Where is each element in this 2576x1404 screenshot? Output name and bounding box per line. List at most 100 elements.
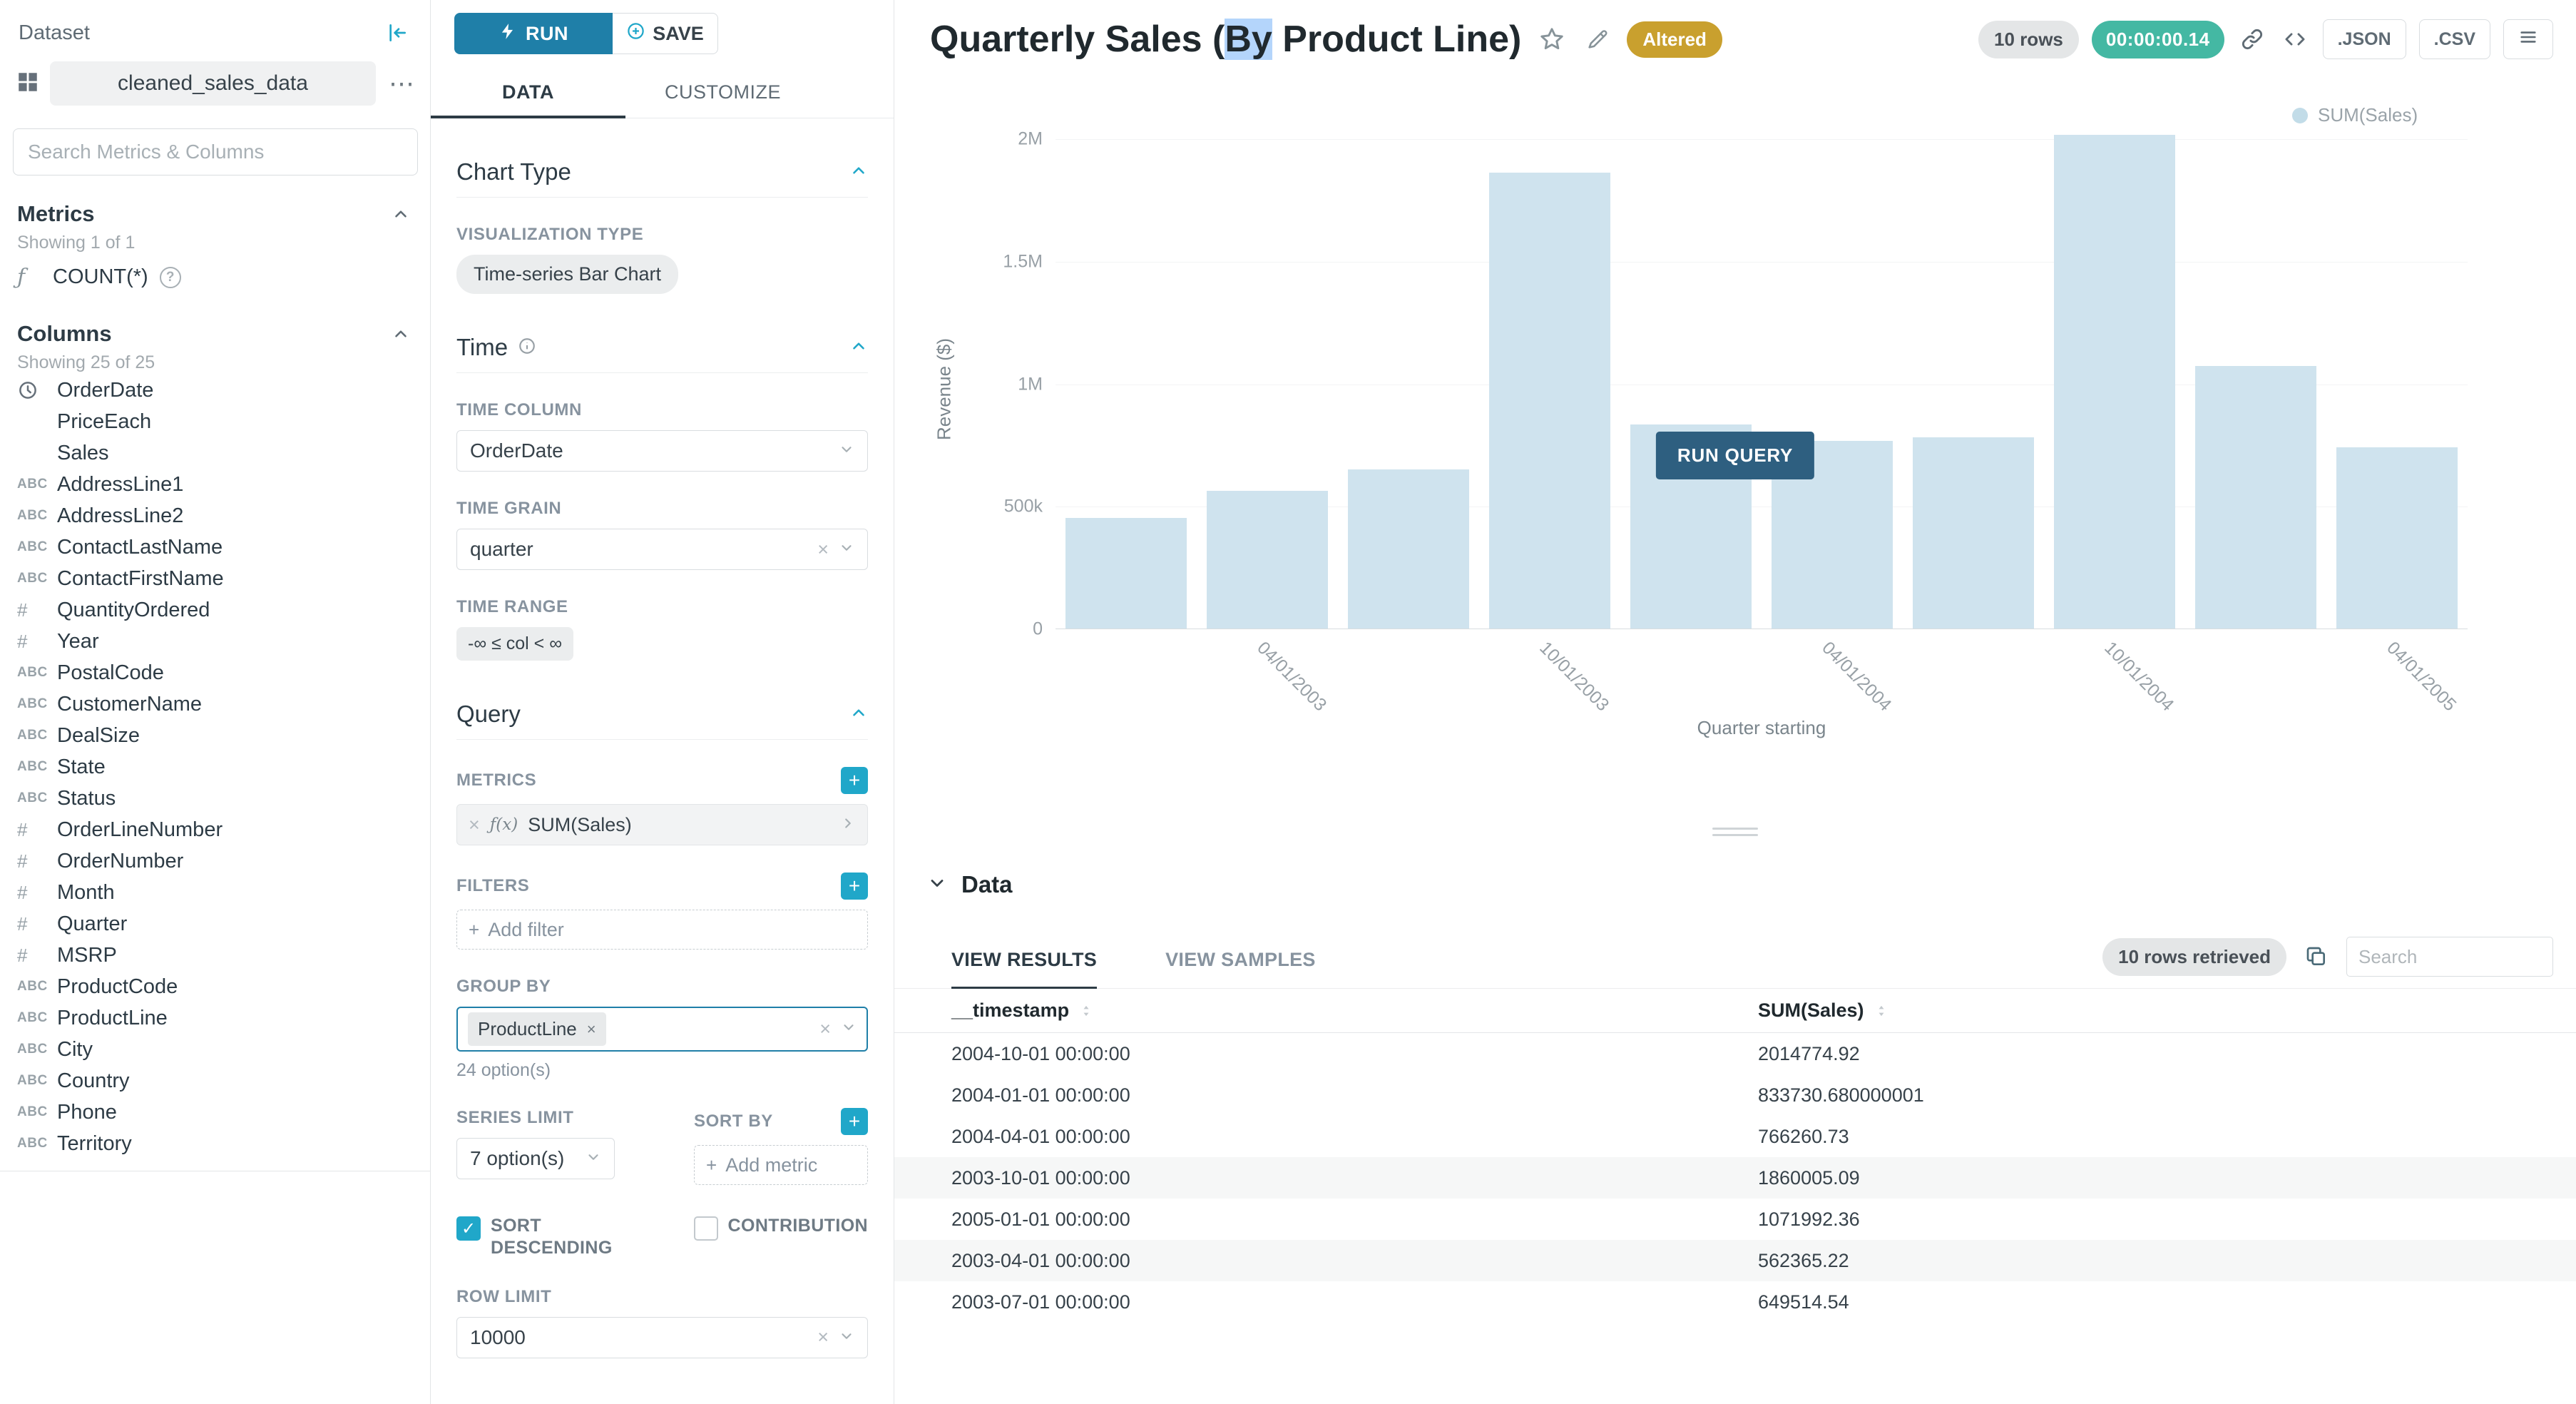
contribution-checkbox[interactable]: CONTRIBUTION	[693, 1215, 868, 1260]
save-button[interactable]: SAVE	[613, 13, 718, 54]
remove-chip-icon[interactable]	[587, 1022, 596, 1037]
altered-badge[interactable]: Altered	[1627, 21, 1722, 58]
column-item-productcode[interactable]: ABC ProductCode	[0, 971, 430, 1002]
table-row[interactable]: 2003-07-01 00:00:00 649514.54	[894, 1281, 2576, 1323]
export-json-button[interactable]: .JSON	[2322, 19, 2406, 59]
favorite-star-icon[interactable]	[1535, 23, 1568, 56]
share-link-icon[interactable]	[2237, 24, 2267, 54]
table-row[interactable]: 2004-10-01 00:00:00 2014774.92	[894, 1033, 2576, 1074]
chart-type-section-header[interactable]: Chart Type	[456, 158, 868, 198]
sort-descending-checkbox[interactable]: SORT DESCENDING	[456, 1215, 612, 1260]
embed-code-icon[interactable]	[2280, 24, 2310, 54]
clear-icon[interactable]	[817, 540, 829, 559]
tab-customize[interactable]: CUSTOMIZE	[664, 81, 781, 103]
column-item-contactfirstname[interactable]: ABC ContactFirstName	[0, 563, 430, 594]
column-item-priceeach[interactable]: PriceEach	[0, 406, 430, 437]
resize-handle[interactable]	[1712, 828, 1758, 840]
tab-data[interactable]: DATA	[431, 70, 625, 118]
column-header-timestamp[interactable]: __timestamp	[894, 999, 1758, 1022]
add-metric-button[interactable]	[841, 767, 868, 794]
table-row[interactable]: 2004-01-01 00:00:00 833730.680000001	[894, 1074, 2576, 1116]
table-row[interactable]: 2003-10-01 00:00:00 1860005.09	[894, 1157, 2576, 1199]
column-item-dealsize[interactable]: ABC DealSize	[0, 720, 430, 751]
column-item-addressline1[interactable]: ABC AddressLine1	[0, 469, 430, 500]
row-limit-select[interactable]: 10000	[456, 1316, 868, 1358]
column-item-customername[interactable]: ABC CustomerName	[0, 688, 430, 720]
add-sort-metric-button[interactable]	[841, 1108, 868, 1135]
sort-by-dropzone[interactable]: Add metric	[694, 1145, 868, 1185]
checkbox-unchecked-icon[interactable]	[693, 1216, 718, 1241]
column-item-msrp[interactable]: # MSRP	[0, 940, 430, 971]
checkbox-checked-icon[interactable]	[456, 1216, 481, 1241]
export-csv-button[interactable]: .CSV	[2418, 19, 2490, 59]
clear-all-icon[interactable]	[819, 1019, 831, 1039]
column-item-contactlastname[interactable]: ABC ContactLastName	[0, 531, 430, 563]
dataset-options-icon[interactable]	[386, 71, 417, 96]
collapse-columns-icon[interactable]	[389, 322, 413, 346]
remove-metric-icon[interactable]	[469, 815, 480, 835]
bar-2003-01-01[interactable]	[1065, 518, 1187, 629]
column-item-ordernumber[interactable]: # OrderNumber	[0, 845, 430, 877]
bar-2004-10-01[interactable]	[2054, 134, 2175, 629]
collapse-metrics-icon[interactable]	[389, 202, 413, 226]
metric-item-count[interactable]: ƒ COUNT(*) ?	[0, 255, 430, 300]
legend-item[interactable]: SUM(Sales)	[2292, 104, 2418, 126]
data-section-header[interactable]: Data	[894, 856, 2576, 913]
column-item-country[interactable]: ABC Country	[0, 1065, 430, 1097]
group-by-chip[interactable]: ProductLine	[468, 1012, 606, 1046]
bar-2005-04-01[interactable]	[2336, 447, 2458, 629]
help-icon[interactable]: ?	[159, 266, 181, 288]
visualization-type-chip[interactable]: Time-series Bar Chart	[456, 255, 679, 294]
series-limit-select[interactable]: 7 option(s)	[456, 1138, 615, 1179]
collapse-panel-icon[interactable]	[383, 19, 412, 47]
column-item-productline[interactable]: ABC ProductLine	[0, 1002, 430, 1034]
query-section-header[interactable]: Query	[456, 701, 868, 740]
dataset-name[interactable]: cleaned_sales_data	[50, 61, 376, 106]
column-item-quarter[interactable]: # Quarter	[0, 908, 430, 940]
run-button[interactable]: RUN	[454, 13, 613, 54]
group-by-select[interactable]: ProductLine	[456, 1007, 868, 1052]
tab-view-samples[interactable]: VIEW SAMPLES	[1165, 949, 1316, 970]
column-item-quantityordered[interactable]: # QuantityOrdered	[0, 594, 430, 626]
bar-2003-07-01[interactable]	[1348, 469, 1469, 629]
results-search-input[interactable]	[2346, 937, 2553, 977]
column-item-phone[interactable]: ABC Phone	[0, 1097, 430, 1128]
metric-pill[interactable]: ƒ(x) SUM(Sales)	[456, 804, 868, 845]
metrics-columns-search-input[interactable]	[13, 128, 418, 176]
sort-icon[interactable]	[1874, 1004, 1888, 1018]
tab-view-results[interactable]: VIEW RESULTS	[951, 949, 1098, 989]
column-item-postalcode[interactable]: ABC PostalCode	[0, 657, 430, 688]
time-grain-select[interactable]: quarter	[456, 529, 868, 570]
time-range-chip[interactable]: -∞ ≤ col < ∞	[456, 627, 574, 661]
column-item-city[interactable]: ABC City	[0, 1034, 430, 1065]
column-item-month[interactable]: # Month	[0, 877, 430, 908]
clear-icon[interactable]	[817, 1328, 829, 1347]
table-row[interactable]: 2003-04-01 00:00:00 562365.22	[894, 1240, 2576, 1281]
copy-icon[interactable]	[2302, 942, 2331, 971]
table-row[interactable]: 2005-01-01 00:00:00 1071992.36	[894, 1199, 2576, 1240]
menu-button[interactable]	[2503, 19, 2553, 59]
add-filter-button[interactable]	[841, 873, 868, 900]
page-title[interactable]: Quarterly Sales (By Product Line)	[930, 19, 1522, 60]
column-item-addressline2[interactable]: ABC AddressLine2	[0, 500, 430, 531]
column-item-year[interactable]: # Year	[0, 626, 430, 657]
run-query-button[interactable]: RUN QUERY	[1655, 432, 1815, 479]
time-section-header[interactable]: Time	[456, 334, 868, 373]
column-item-orderlinenumber[interactable]: # OrderLineNumber	[0, 814, 430, 845]
table-row[interactable]: 2004-04-01 00:00:00 766260.73	[894, 1116, 2576, 1157]
column-item-sales[interactable]: Sales	[0, 437, 430, 469]
time-column-select[interactable]: OrderDate	[456, 430, 868, 472]
column-item-state[interactable]: ABC State	[0, 751, 430, 783]
column-header-sum-sales[interactable]: SUM(Sales)	[1758, 999, 2576, 1022]
column-item-territory[interactable]: ABC Territory	[0, 1128, 430, 1159]
bar-2005-01-01[interactable]	[2195, 365, 2316, 629]
add-filter-dropzone[interactable]: Add filter	[456, 910, 868, 950]
bar-2003-04-01[interactable]	[1207, 490, 1328, 629]
bar-2003-10-01[interactable]	[1489, 173, 1610, 629]
column-item-orderdate[interactable]: OrderDate	[0, 375, 430, 406]
edit-properties-icon[interactable]	[1583, 24, 1612, 54]
column-item-status[interactable]: ABC Status	[0, 783, 430, 814]
bar-2004-07-01[interactable]	[1913, 437, 2034, 629]
dataset-selector[interactable]: cleaned_sales_data	[0, 53, 430, 113]
sort-icon[interactable]	[1079, 1004, 1093, 1018]
